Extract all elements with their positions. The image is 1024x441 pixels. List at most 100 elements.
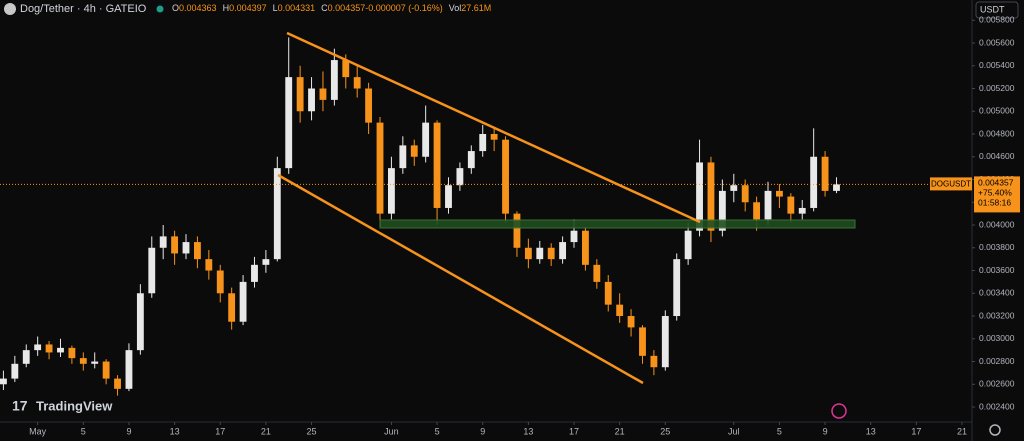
candle-body (479, 134, 487, 152)
candle-body (410, 145, 418, 157)
y-tick-label: 0.005200 (979, 83, 1015, 93)
candle-body (11, 363, 19, 379)
price-badge-countdown: 01:58:16 (978, 198, 1011, 208)
candle-body (388, 168, 395, 214)
candle-body (650, 355, 658, 368)
x-tick-label: 5 (777, 426, 782, 436)
candle-body (22, 350, 30, 364)
stat-key: C (321, 3, 328, 13)
x-tick-label: 21 (957, 426, 967, 436)
symbol-badge (930, 177, 972, 191)
candle-body (262, 259, 270, 265)
candle-body (513, 213, 521, 248)
candle-body (216, 270, 224, 294)
candle-body (616, 304, 624, 317)
x-tick-label: 17 (911, 426, 921, 436)
brand-logo: 17 (12, 398, 28, 414)
candle-body (741, 185, 749, 203)
candle-body (456, 168, 464, 186)
price-badge (974, 176, 1020, 213)
support-zone (379, 219, 856, 229)
candle-body (718, 190, 726, 231)
x-tick-label: 21 (615, 426, 625, 436)
y-tick-label: 0.003200 (979, 310, 1015, 320)
candle-body (376, 122, 384, 214)
x-tick-label: 9 (823, 426, 828, 436)
candle-body (308, 88, 315, 112)
alert-icon[interactable] (831, 403, 847, 419)
candle-body (365, 88, 373, 123)
stat-key: Vol (449, 3, 462, 13)
stat-key: H (223, 3, 230, 13)
candle-body (764, 190, 772, 220)
candle-body (570, 230, 578, 243)
settings-icon[interactable] (989, 424, 1001, 436)
candle-body (467, 151, 475, 169)
candle-body (661, 316, 669, 368)
candle-body (422, 122, 430, 157)
x-tick-label: 9 (480, 426, 485, 436)
status-dot (156, 5, 164, 13)
candle-body (159, 236, 167, 248)
y-tick-label: 0.003600 (979, 265, 1015, 275)
stat-value: -0.000007 (-0.16%) (365, 3, 443, 13)
candle-body (707, 162, 715, 231)
candle-body (102, 361, 110, 379)
candle-body (490, 134, 498, 140)
candle-body (136, 293, 144, 351)
symbol-badge-label: DOGUSDT (931, 180, 971, 189)
symbol-icon[interactable] (4, 3, 16, 15)
candle-body (399, 145, 407, 169)
candle-body (821, 156, 829, 191)
candle-body (45, 344, 53, 353)
candle-body (228, 293, 236, 322)
candle-body (810, 156, 818, 208)
y-tick-label: 0.003400 (979, 288, 1015, 298)
x-tick-label: 5 (81, 426, 86, 436)
x-tick-label: Jul (728, 426, 740, 436)
x-tick-label: 25 (660, 426, 670, 436)
candle-body (79, 358, 87, 364)
candle-body (696, 162, 703, 231)
candle-body (730, 185, 738, 191)
x-tick-label: 17 (569, 426, 579, 436)
candle-body (547, 247, 555, 260)
candle-body (593, 264, 601, 282)
stat-key: L (273, 3, 278, 13)
channel-upper-line (286, 31, 701, 224)
stat-value: 0.004397 (229, 3, 267, 13)
candle-body (91, 361, 99, 364)
candle-body (833, 184, 840, 191)
candle-body (239, 281, 247, 322)
x-tick-label: 5 (435, 426, 440, 436)
channel-lower-line (277, 173, 644, 385)
candle-body (319, 88, 327, 100)
candle-body (433, 122, 441, 208)
x-tick-label: 13 (523, 426, 533, 436)
candle-body (798, 207, 806, 214)
candle-body (684, 230, 692, 260)
y-tick-label: 0.005800 (979, 14, 1015, 24)
x-tick-label: 9 (126, 426, 131, 436)
candle-body (524, 247, 532, 260)
candle-body (627, 316, 635, 328)
y-tick-label: 0.002400 (979, 401, 1015, 411)
candle-body (194, 242, 201, 260)
plot-area (0, 37, 840, 396)
y-tick-label: 0.005600 (979, 37, 1015, 47)
x-tick-label: 13 (170, 426, 180, 436)
candle-body (787, 196, 795, 214)
candle-body (445, 185, 452, 208)
stat-value: 0.004331 (278, 3, 316, 13)
currency-button[interactable] (975, 1, 1019, 19)
candle-body (34, 344, 42, 351)
stat-value: 0.004357 (328, 3, 366, 13)
stat-value: 0.004363 (179, 3, 217, 13)
y-tick-label: 0.003800 (979, 242, 1015, 252)
y-tick-label: 0.002800 (979, 356, 1015, 366)
candle-body (559, 242, 567, 260)
stat-key: O (172, 3, 179, 13)
candle-body (582, 230, 589, 265)
candle-body (273, 168, 281, 260)
